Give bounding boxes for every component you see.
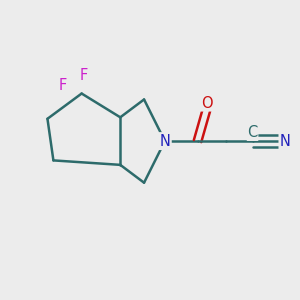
Text: F: F: [80, 68, 88, 82]
Text: O: O: [201, 96, 212, 111]
Text: N: N: [279, 134, 290, 148]
Text: N: N: [159, 134, 170, 148]
Text: C: C: [248, 125, 258, 140]
Text: F: F: [59, 78, 67, 93]
